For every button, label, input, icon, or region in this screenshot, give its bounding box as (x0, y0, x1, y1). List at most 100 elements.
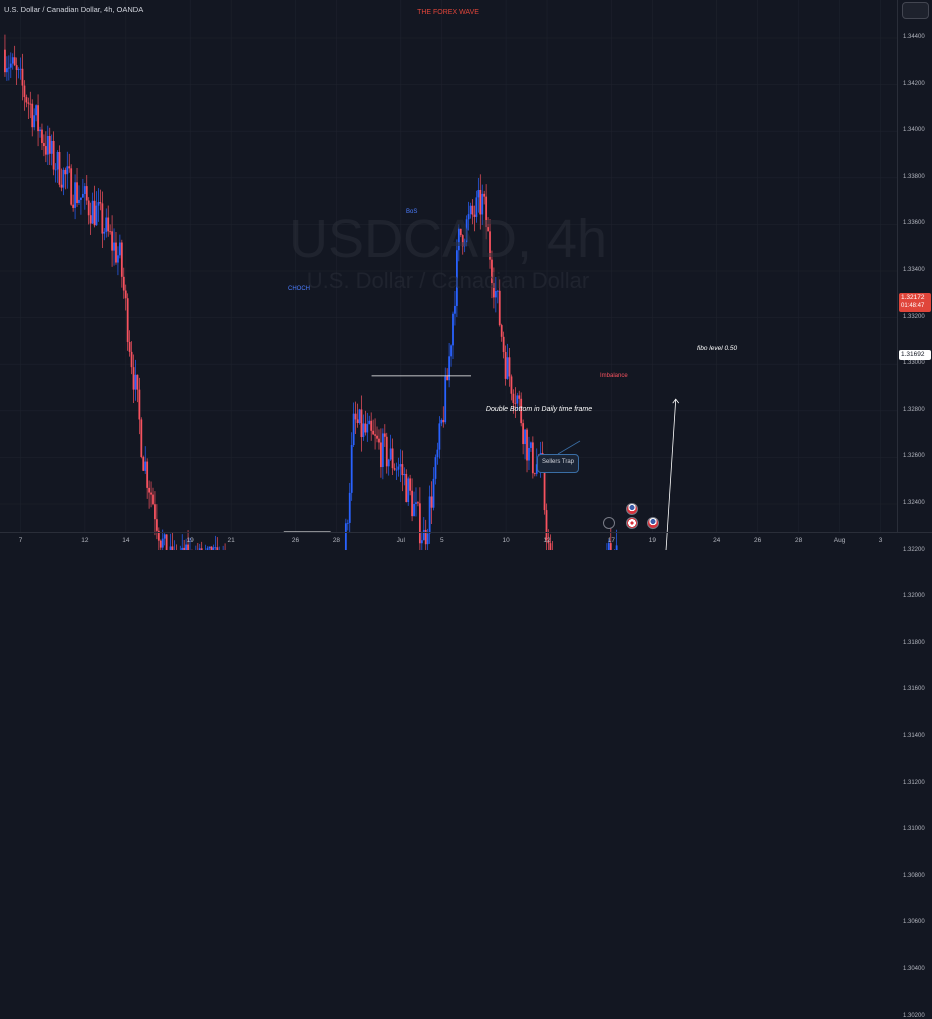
fibo-price-badge (899, 350, 931, 360)
candle-body (85, 186, 88, 201)
price-tick-label: 1.32000 (903, 593, 925, 600)
candle-body (352, 413, 355, 446)
candle-body (364, 423, 367, 433)
candle-body (35, 105, 38, 116)
candle-body (440, 419, 443, 424)
candle-body (405, 473, 408, 502)
candle-body (142, 456, 145, 471)
candle-body (467, 214, 470, 220)
price-tick-label: 1.33600 (903, 220, 925, 227)
zone-label: Double Bottom in Daily time frame (485, 406, 593, 413)
candle-body (530, 442, 532, 448)
choch-label: CHOCH (288, 286, 310, 292)
candle-body (498, 290, 501, 326)
candle-body (212, 547, 215, 550)
candle-body (535, 464, 538, 474)
candle-body (27, 102, 30, 104)
price-tick-label: 1.31400 (903, 733, 925, 739)
candle-body (615, 545, 618, 550)
screen-options-icon[interactable] (902, 2, 929, 19)
candle-body (208, 546, 211, 549)
candlestick-chart[interactable] (0, 0, 932, 550)
candle-body (422, 529, 425, 541)
candle-body (491, 259, 493, 284)
imbalance-label: Imbalance (600, 373, 628, 379)
candle-body (7, 67, 10, 69)
candle-body (13, 57, 16, 66)
candle-body (33, 115, 36, 128)
candle-body (23, 85, 26, 98)
candle-body (103, 231, 106, 234)
candle-body (350, 445, 353, 493)
candle-body (389, 448, 392, 460)
flash-icon[interactable] (603, 517, 615, 529)
candle-body (420, 540, 423, 544)
candle-body (417, 502, 419, 504)
candle-body (76, 182, 78, 204)
candle-body (89, 215, 92, 224)
candle-body (487, 227, 489, 232)
candle-body (609, 543, 612, 550)
candle-body (508, 357, 511, 377)
candle-body (366, 424, 369, 433)
candle-body (105, 217, 108, 232)
candle-body (401, 464, 404, 476)
candle-body (376, 435, 378, 439)
current-price-badge (899, 293, 931, 312)
candle-body (356, 419, 359, 423)
candle-body (101, 203, 104, 234)
candle-body (48, 136, 51, 154)
candle-body (126, 298, 129, 342)
candle-body (99, 202, 102, 204)
candle-body (163, 534, 166, 539)
annotation-lines (283, 375, 680, 550)
candle-body (95, 205, 98, 226)
us-flag-icon[interactable] (626, 503, 638, 515)
candle-body (463, 242, 466, 247)
candle-body (434, 457, 437, 479)
candle-body (109, 231, 112, 233)
time-tick-label: 24 (713, 537, 721, 544)
candle-body (512, 393, 515, 403)
candle-body (368, 420, 371, 425)
candle-body (146, 461, 149, 488)
candle-body (385, 436, 388, 467)
price-axis[interactable] (897, 0, 932, 532)
candle-body (545, 510, 548, 541)
current-price-label: 1.32172 (901, 294, 925, 301)
candle-body (74, 182, 76, 208)
candle-body (25, 97, 28, 103)
candle-body (81, 193, 84, 198)
candle-body (483, 193, 486, 197)
candle-body (39, 129, 41, 132)
candle-body (66, 166, 69, 175)
candle-body (438, 423, 441, 450)
candle-body (457, 228, 460, 251)
candle-body (43, 143, 45, 147)
candle-series (4, 34, 618, 550)
candle-body (413, 503, 415, 517)
candle-body (171, 546, 174, 550)
candle-body (378, 438, 380, 443)
candle-body (524, 429, 526, 445)
candle-body (381, 433, 384, 468)
time-tick-label: 12 (543, 537, 551, 544)
us-flag-icon[interactable] (647, 517, 659, 529)
watermark-name: U.S. Dollar / Canadian Dollar (306, 268, 590, 293)
candle-body (83, 186, 86, 194)
candle-body (37, 105, 39, 132)
candle-body (348, 492, 351, 523)
time-tick-label: 3 (878, 537, 883, 544)
candle-body (358, 409, 361, 423)
time-axis[interactable] (0, 532, 932, 551)
candle-body (124, 290, 127, 299)
price-tick-label: 1.32400 (903, 500, 925, 506)
candle-body (150, 492, 152, 495)
time-tick-label: 26 (291, 537, 300, 544)
candle-body (115, 242, 117, 263)
candle-body (354, 413, 357, 420)
candle-body (210, 546, 213, 550)
price-tick-label: 1.33000 (903, 360, 925, 367)
ca-flag-icon[interactable] (626, 517, 638, 529)
candle-body (140, 419, 143, 457)
